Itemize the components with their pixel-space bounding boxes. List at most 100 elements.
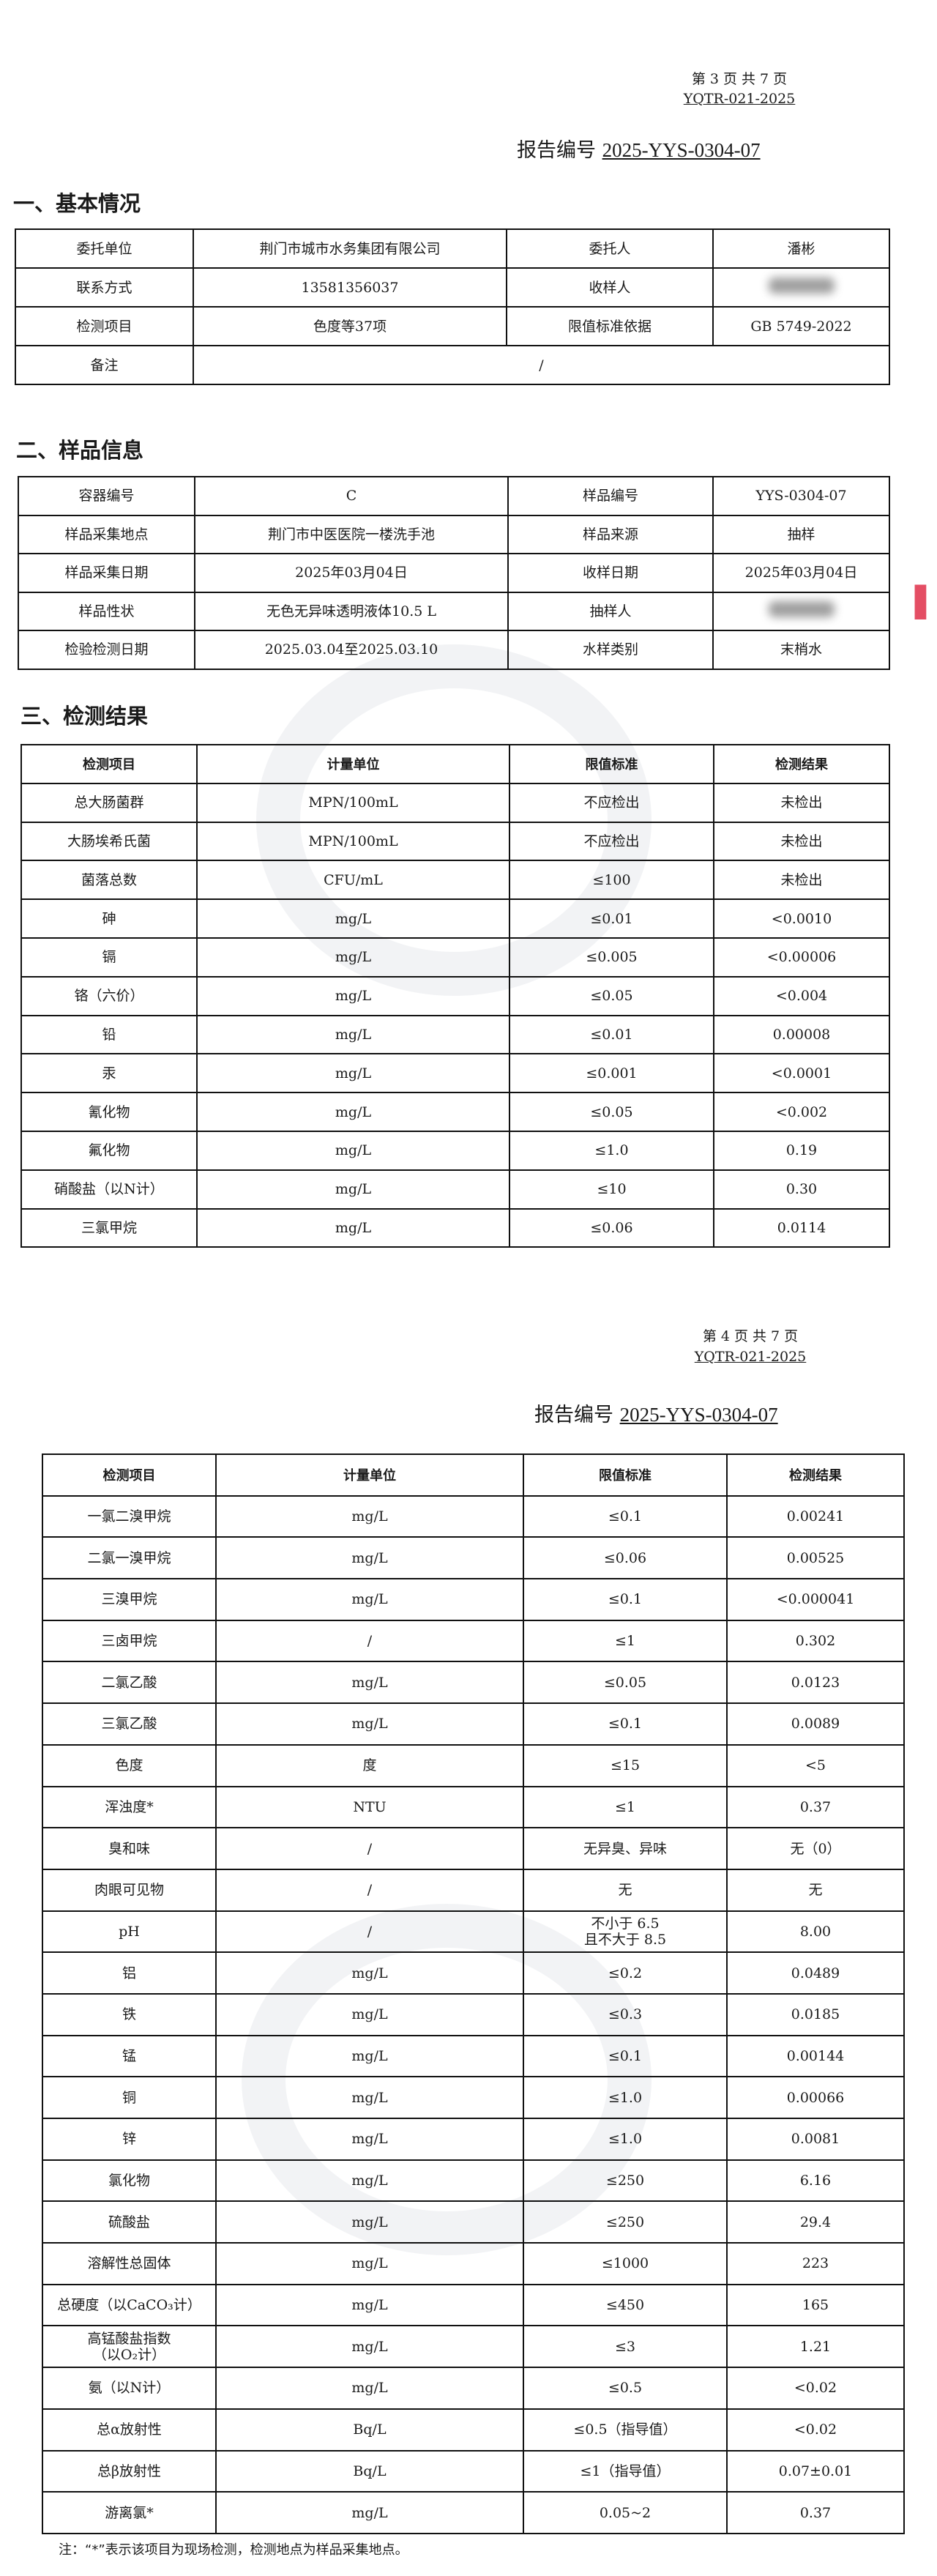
cell-result: 8.00 [726,1910,905,1954]
cell-limit: 无异臭、异味 [523,1827,728,1870]
cell-result: 0.00008 [713,1014,890,1055]
table-row: 汞 mg/L ≤0.001 <0.0001 [20,1053,890,1094]
table-row: 检验检测日期 2025.03.04至2025.03.10 水样类别 末梢水 [18,630,890,670]
cell-label: 样品采集地点 [18,514,195,554]
cell-limit: ≤0.05 [523,1661,728,1705]
cell-item-name: 硫酸盐 [42,2200,217,2244]
cell-item-name: 铁 [42,1992,217,2036]
column-header-unit: 计量单位 [196,744,510,784]
table-row: 锰 mg/L ≤0.1 0.00144 [42,2034,905,2078]
cell-result: 0.00525 [726,1536,905,1580]
cell-unit: mg/L [196,1130,510,1171]
table-row: 三卤甲烷 / ≤1 0.302 [42,1619,905,1663]
cell-item-name: 砷 [20,898,198,939]
column-header-unit: 计量单位 [215,1453,524,1497]
cell-result: 1.21 [726,2325,905,2369]
cell-item-name: 高锰酸盐指数 （以O₂计） [42,2325,217,2369]
cell-unit: mg/L [196,1169,510,1210]
cell-limit: 不小于 6.5 且不大于 8.5 [523,1910,728,1954]
cell-value: C [194,476,509,516]
cell-label: 容器编号 [18,476,195,516]
cell-result: <0.02 [726,2408,905,2452]
cell-result: 0.302 [726,1619,905,1663]
cell-unit: mg/L [215,2159,524,2203]
cell-item-name: 总硬度（以CaCO₃计） [42,2283,217,2327]
column-header-limit: 限值标准 [509,744,714,784]
table-row: 检测项目 色度等37项 限值标准依据 GB 5749-2022 [15,306,890,346]
cell-value: 2025年03月04日 [712,553,890,593]
column-header-item-name: 检测项目 [20,744,198,784]
cell-item-name: 锌 [42,2118,217,2161]
cell-item-name: 氟化物 [20,1130,198,1171]
document-code: YQTR-021-2025 [694,1349,807,1365]
cell-item-name: 溶解性总固体 [42,2242,217,2285]
cell-item-name: 氰化物 [20,1092,198,1132]
table-row: 铬（六价） mg/L ≤0.05 <0.004 [20,975,890,1016]
cell-limit: ≤1 [523,1785,728,1829]
footnote: 注：“*”表示该项目为现场检测，检测地点为样品采集地点。 [59,2542,408,2558]
table-row: 容器编号 C 样品编号 YYS-0304-07 [18,476,890,516]
cell-unit: mg/L [196,975,510,1016]
cell-result: <0.002 [713,1092,890,1132]
table-row: 氰化物 mg/L ≤0.05 <0.002 [20,1092,890,1132]
cell-unit: mg/L [215,1702,524,1746]
cell-unit: mg/L [196,1053,510,1094]
cell-limit: ≤0.01 [509,898,714,939]
report-number-value: 2025-YYS-0304-07 [619,1404,778,1426]
cell-value: / [193,345,890,385]
table-row: 三氯乙酸 mg/L ≤0.1 0.0089 [42,1702,905,1746]
cell-item-name: 菌落总数 [20,860,198,901]
cell-label: 抽样人 [507,591,714,631]
redacted-name [768,278,835,294]
cell-item-name: 汞 [20,1053,198,1094]
cell-unit: mg/L [215,2034,524,2078]
cell-item-name: 肉眼可见物 [42,1868,217,1912]
table-row: 总硬度（以CaCO₃计） mg/L ≤450 165 [42,2283,905,2327]
cell-limit: ≤450 [523,2283,728,2327]
page-number: 第 3 页 共 7 页 [691,71,788,87]
table-row: 砷 mg/L ≤0.01 <0.0010 [20,898,890,939]
cell-item-name: 氯化物 [42,2159,217,2203]
cell-item-name: 色度 [42,1743,217,1787]
cell-unit: mg/L [215,2242,524,2285]
column-header-limit: 限值标准 [523,1453,728,1497]
table-row: 铅 mg/L ≤0.01 0.00008 [20,1014,890,1055]
cell-result: <5 [726,1743,905,1787]
cell-item-name: 三溴甲烷 [42,1578,217,1621]
column-header-item-name: 检测项目 [42,1453,217,1497]
table-row: 氨（以N计） mg/L ≤0.5 <0.02 [42,2367,905,2410]
cell-item-name: 铅 [20,1014,198,1055]
cell-result: 0.0081 [726,2118,905,2161]
cell-limit: ≤250 [523,2200,728,2244]
cell-unit: mg/L [215,1578,524,1621]
cell-limit: ≤0.5 [523,2367,728,2410]
cell-item-name: 臭和味 [42,1827,217,1870]
table-row: 菌落总数 CFU/mL ≤100 未检出 [20,860,890,901]
cell-value: 色度等37项 [193,306,507,346]
table-row: 样品性状 无色无异味透明液体10.5 L 抽样人 [18,591,890,631]
cell-value [712,591,890,631]
cell-unit: mg/L [215,2491,524,2534]
cell-label: 委托人 [506,228,714,269]
cell-limit: ≤0.06 [523,1536,728,1580]
cell-item-name: 浑浊度* [42,1785,217,1829]
report-number-label: 报告编号 [517,139,596,162]
cell-item-name: 铬（六价） [20,975,198,1016]
table-row: 样品采集日期 2025年03月04日 收样日期 2025年03月04日 [18,553,890,593]
cell-unit: / [215,1868,524,1912]
cell-limit: ≤0.1 [523,1702,728,1746]
section-basic-title: 一、基本情况 [13,191,141,216]
cell-label: 委托单位 [15,228,194,269]
cell-result: 0.0089 [726,1702,905,1746]
cell-unit: / [215,1619,524,1663]
red-stamp-fragment: ▌ [915,586,937,619]
cell-limit: 0.05~2 [523,2491,728,2534]
cell-limit: 不应检出 [509,821,714,862]
cell-result: 223 [726,2242,905,2285]
table-row: 游离氯* mg/L 0.05~2 0.37 [42,2491,905,2534]
cell-item-name: 总α放射性 [42,2408,217,2452]
table-row: 高锰酸盐指数 （以O₂计） mg/L ≤3 1.21 [42,2325,905,2369]
cell-unit: mg/L [215,1494,524,1538]
cell-result: 0.0489 [726,1951,905,1995]
section-sample-title: 二、样品信息 [16,438,144,463]
